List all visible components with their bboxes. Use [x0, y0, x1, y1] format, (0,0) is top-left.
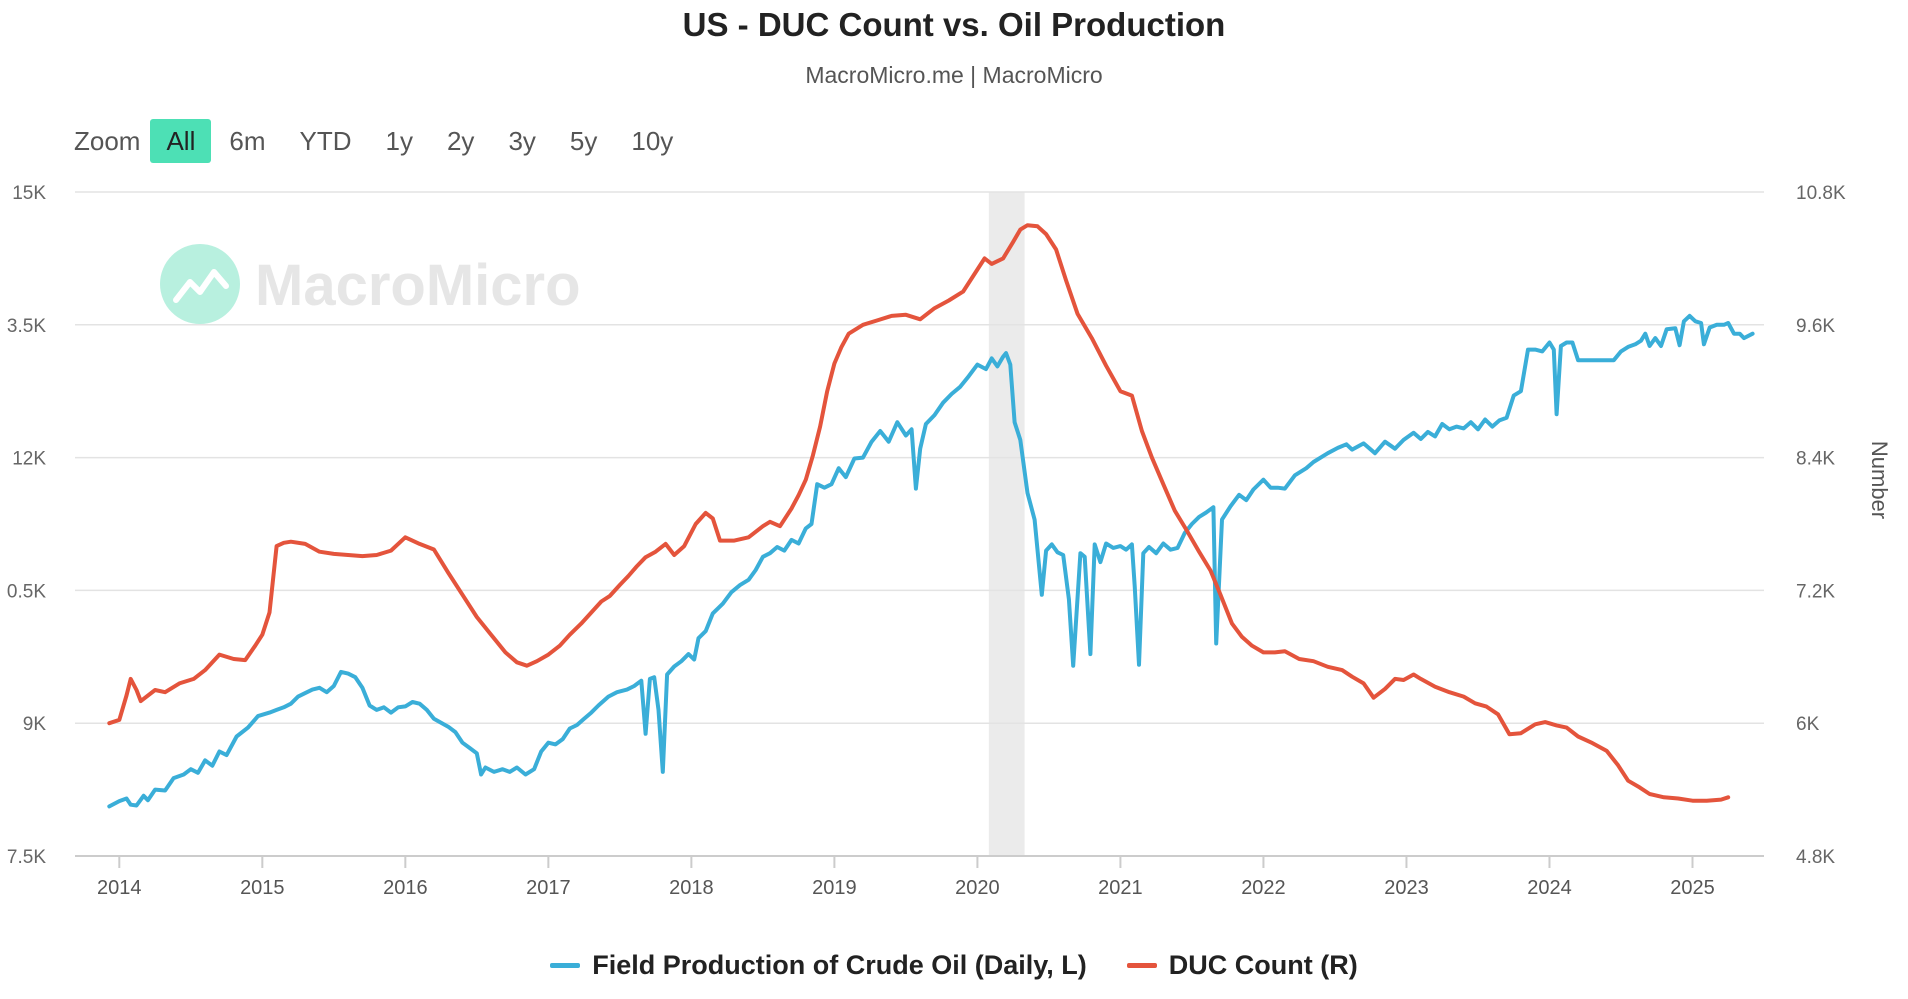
- legend-duc-line-icon: [1126, 963, 1157, 968]
- zoom-button-10y[interactable]: 10y: [631, 126, 674, 156]
- y-right-tick-label: 4.8K: [1796, 847, 1835, 868]
- x-tick-label: 2023: [1384, 877, 1429, 899]
- legend-item-oil-production[interactable]: Field Production of Crude Oil (Daily, L): [550, 950, 1087, 981]
- y-left-tick-label: 9K: [23, 714, 47, 735]
- legend-oil-label: Field Production of Crude Oil (Daily, L): [592, 950, 1087, 980]
- right-axis-title: Number: [1867, 441, 1892, 519]
- y-right-tick-label: 10.8K: [1796, 183, 1846, 204]
- x-tick-label: 2024: [1527, 877, 1572, 899]
- zoom-button-all[interactable]: All: [150, 119, 212, 163]
- x-tick-label: 2025: [1670, 877, 1715, 899]
- y-left-tick-label: 15K: [12, 183, 46, 204]
- recession-shade: [988, 192, 1025, 856]
- y-left-tick-label: 12K: [12, 449, 46, 470]
- x-tick-label: 2016: [383, 877, 428, 899]
- zoom-button-1y[interactable]: 1y: [385, 126, 413, 156]
- y-left-tick-label: 3.5K: [7, 316, 46, 337]
- legend-item-duc-count[interactable]: DUC Count (R): [1126, 950, 1358, 981]
- chart-subtitle: MacroMicro.me | MacroMicro: [805, 62, 1103, 88]
- zoom-button-6m[interactable]: 6m: [229, 126, 266, 156]
- x-tick-label: 2020: [955, 877, 1000, 899]
- zoom-button-2y[interactable]: 2y: [446, 126, 475, 156]
- y-right-tick-label: 9.6K: [1796, 316, 1835, 337]
- x-tick-label: 2017: [526, 877, 571, 899]
- y-left-tick-label: 0.5K: [7, 581, 46, 602]
- x-tick-label: 2022: [1241, 877, 1286, 899]
- y-right-tick-label: 7.2K: [1796, 581, 1835, 602]
- y-left-tick-label: 7.5K: [7, 847, 46, 868]
- x-tick-label: 2019: [812, 877, 857, 899]
- zoom-bar: Zoom All 6m YTD 1y 2y 3y 5y 10y: [74, 118, 691, 164]
- chart-title: US - DUC Count vs. Oil Production: [682, 6, 1226, 43]
- x-tick-label: 2021: [1098, 877, 1143, 899]
- legend-oil-line-icon: [550, 963, 581, 968]
- zoom-button-ytd[interactable]: YTD: [299, 126, 352, 156]
- legend: Field Production of Crude Oil (Daily, L)…: [0, 950, 1908, 981]
- oil-production-line: [107, 313, 1755, 809]
- zoom-button-3y[interactable]: 3y: [508, 126, 536, 156]
- watermark-chart-icon: [173, 269, 229, 303]
- duc-count-line: [107, 223, 1731, 803]
- watermark-logo-icon: [160, 244, 240, 324]
- watermark: MacroMicro: [160, 244, 581, 324]
- y-right-tick-label: 6K: [1796, 714, 1820, 735]
- watermark-text: MacroMicro: [255, 253, 581, 318]
- zoom-button-5y[interactable]: 5y: [569, 126, 598, 156]
- zoom-label: Zoom: [74, 125, 141, 156]
- x-tick-label: 2015: [240, 877, 285, 899]
- legend-duc-label: DUC Count (R): [1168, 950, 1358, 980]
- x-tick-label: 2018: [669, 877, 714, 899]
- x-tick-label: 2014: [97, 877, 142, 899]
- y-right-tick-label: 8.4K: [1796, 449, 1835, 470]
